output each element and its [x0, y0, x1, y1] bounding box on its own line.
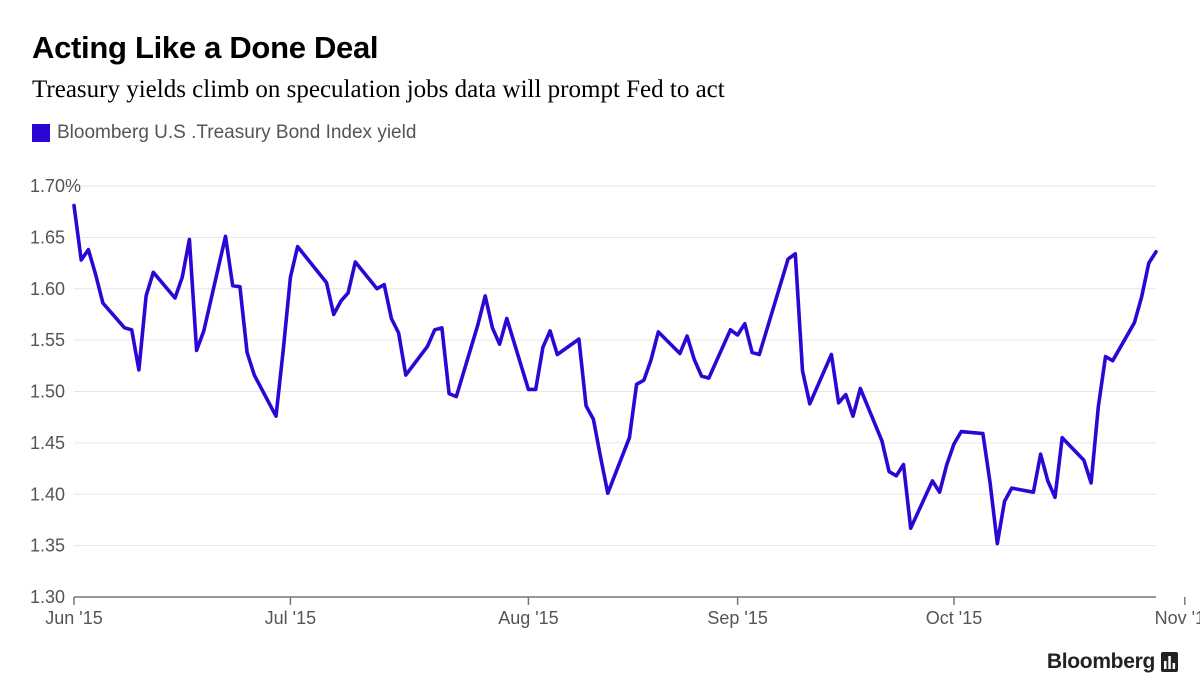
bar-chart-icon: [1161, 652, 1178, 672]
x-tick-label: Nov '15: [1155, 608, 1200, 628]
series-line: [72, 203, 1158, 546]
y-tick-label: 1.50: [30, 382, 65, 402]
y-axis: 1.30 1.35 1.40 1.45 1.50 1.55 1.60 1.65 1.70%: [30, 176, 81, 607]
series-group: [72, 203, 1158, 546]
legend-swatch: [32, 124, 50, 142]
y-tick-label: 1.35: [30, 536, 65, 556]
gridlines: [74, 185, 1156, 547]
y-tick-label: 1.65: [30, 227, 65, 247]
x-tick-label: Aug '15: [498, 608, 559, 628]
y-tick-label: 1.45: [30, 433, 65, 453]
bloomberg-logo: Bloomberg: [1047, 650, 1178, 674]
x-tick-label: Jul '15: [265, 608, 316, 628]
y-tick-label: 1.55: [30, 330, 65, 350]
x-tick-label: Jun '15: [45, 608, 102, 628]
brand-name: Bloomberg: [1046, 650, 1155, 673]
chart-title: Acting Like a Done Deal: [32, 30, 379, 65]
legend: Bloomberg U.S .Treasury Bond Index yield: [32, 122, 416, 144]
x-tick-label: Sep '15: [707, 608, 768, 628]
chart-subtitle: Treasury yields climb on speculation job…: [32, 76, 725, 103]
legend-label: Bloomberg U.S .Treasury Bond Index yield: [57, 122, 417, 143]
y-tick-label: 1.40: [30, 484, 65, 504]
y-tick-label: 1.70%: [30, 176, 81, 196]
x-tick-label: Oct '15: [926, 608, 982, 628]
x-axis: Jun '15 Jul '15 Aug '15 Sep '15 Oct '15 Nov '…: [45, 596, 1200, 628]
y-tick-label: 1.60: [30, 279, 65, 299]
y-tick-label: 1.30: [30, 587, 65, 607]
